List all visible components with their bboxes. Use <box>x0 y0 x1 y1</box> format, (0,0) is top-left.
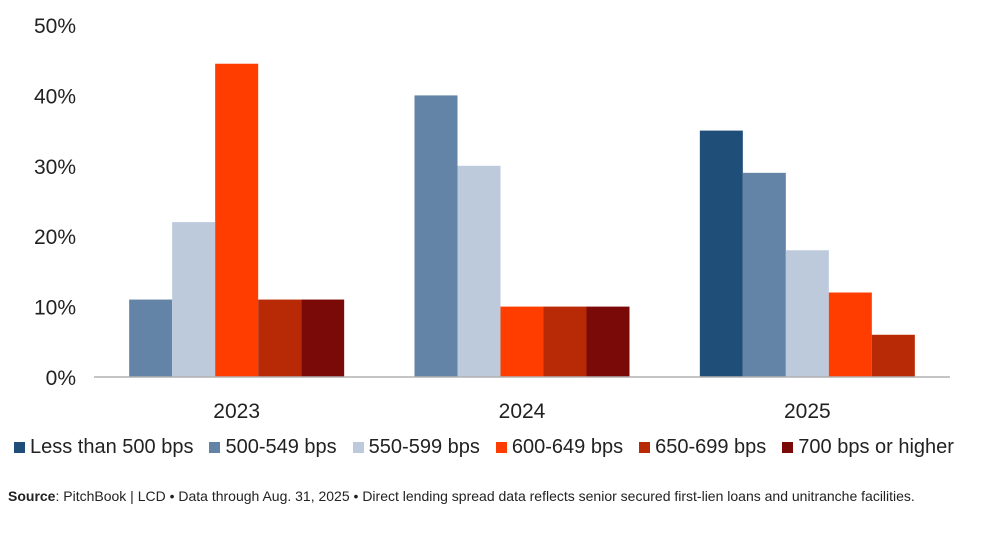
bar-2024-500-549-bps <box>414 95 458 378</box>
bar-2023-550-599-bps <box>172 222 216 377</box>
legend-item: Less than 500 bps <box>14 436 193 459</box>
legend-label: Less than 500 bps <box>30 436 194 458</box>
x-category-label: 2025 <box>784 400 831 423</box>
bar-2024-550-599-bps <box>457 165 501 377</box>
legend-swatch <box>495 442 507 453</box>
y-tick-label: 10% <box>34 297 76 320</box>
bar-chart: 0% 10% 20% 30% 40% 50% 2023 2024 2025 <box>34 15 950 423</box>
bar-2025-600-649-bps <box>828 292 872 377</box>
legend-swatch <box>352 442 364 453</box>
y-tick-label: 30% <box>34 156 76 179</box>
y-tick-label: 20% <box>34 226 76 249</box>
legend-swatch <box>14 442 25 453</box>
bar-2023-500-549-bps <box>129 299 173 377</box>
source-text: : PitchBook | LCD • Data through Aug. 31… <box>55 488 915 504</box>
legend-swatch <box>209 442 221 453</box>
source-label: Source <box>8 488 56 504</box>
bar-2025-650-699-bps <box>871 334 915 377</box>
legend-item: 700 bps or higher <box>782 436 954 459</box>
legend-item: 650-699 bps <box>639 436 766 459</box>
bar-2024-700-bps-or-higher <box>586 306 630 377</box>
y-axis-ticks: 0% 10% 20% 30% 40% 50% <box>34 15 76 390</box>
legend-label: 700 bps or higher <box>798 436 954 458</box>
y-tick-label: 50% <box>34 15 76 38</box>
bars <box>129 63 915 378</box>
legend-item: 500-549 bps <box>209 436 337 459</box>
bar-2023-650-699-bps <box>258 299 302 377</box>
bar-2025-550-599-bps <box>785 250 829 377</box>
y-tick-label: 0% <box>46 367 76 390</box>
legend: Less than 500 bps 500-549 bps 550-599 bps 6… <box>14 436 970 459</box>
bar-2023-600-649-bps <box>215 63 259 377</box>
legend-label: 600-649 bps <box>511 436 624 458</box>
x-axis-categories: 2023 2024 2025 <box>213 400 830 423</box>
bar-2023-700-bps-or-higher <box>301 299 345 377</box>
bar-2025-less-than-500-bps <box>699 130 743 377</box>
x-category-label: 2023 <box>213 400 260 423</box>
x-category-label: 2024 <box>499 400 546 423</box>
y-tick-label: 40% <box>34 85 76 108</box>
bar-2024-650-699-bps <box>543 306 587 377</box>
bar-2024-600-649-bps <box>500 306 544 377</box>
legend-label: 650-699 bps <box>655 436 767 458</box>
legend-label: 500-549 bps <box>225 436 337 458</box>
legend-item: 600-649 bps <box>495 436 624 459</box>
legend-swatch <box>782 442 794 453</box>
legend-swatch <box>639 442 651 453</box>
bar-2025-500-549-bps <box>742 172 786 377</box>
legend-item: 550-599 bps <box>352 436 480 459</box>
legend-label: 550-599 bps <box>368 436 480 458</box>
source-note: Source: PitchBook | LCD • Data through A… <box>8 487 968 506</box>
